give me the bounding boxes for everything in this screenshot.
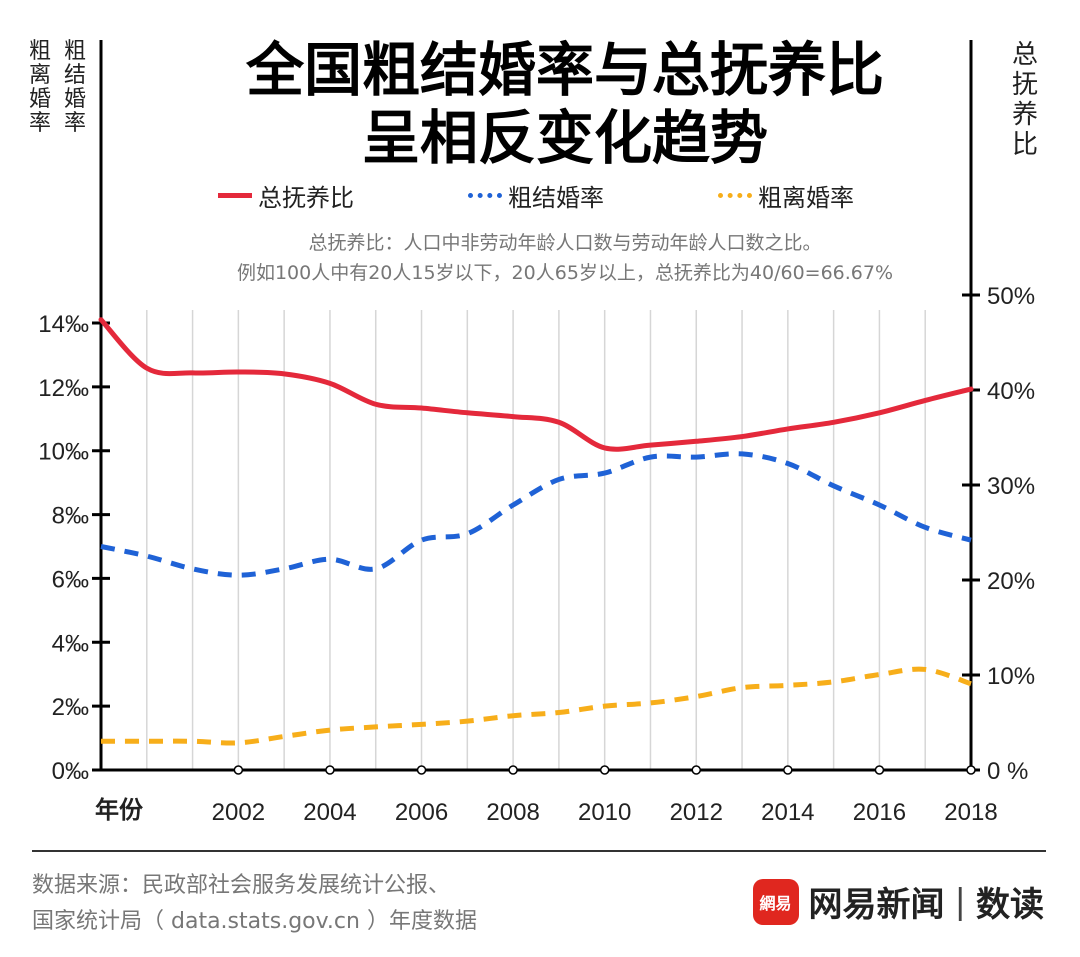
left-tick-label: 0‰: [52, 758, 89, 785]
x-tick-marker: [325, 765, 335, 775]
left-tick-label: 2‰: [52, 694, 89, 721]
series-line-1: [100, 451, 972, 578]
x-tick-label: 2014: [761, 799, 814, 826]
legend-item-marriage: 粗结婚率: [468, 178, 604, 213]
series-line-2: [101, 666, 972, 746]
legend-swatch-dashed: [468, 193, 502, 198]
left-tick-label: 8‰: [52, 503, 89, 530]
x-tick-label: 2006: [395, 799, 448, 826]
left-axis-label-marriage: 粗结婚率: [63, 39, 86, 136]
legend-swatch-solid: [218, 193, 252, 198]
legend-item-dependency: 总抚养比: [218, 178, 354, 213]
left-tick-label: 10‰: [38, 439, 89, 466]
right-tick-label: 40%: [987, 378, 1035, 405]
x-tick-label: 2016: [853, 799, 906, 826]
legend-label: 粗结婚率: [508, 184, 604, 212]
left-tick-label: 4‰: [52, 630, 89, 657]
left-tick-label: 6‰: [52, 566, 89, 593]
x-tick-label: 2018: [944, 799, 997, 826]
data-source: 数据来源：民政部社会服务发展统计公报、 国家统计局（ data.stats.go…: [32, 868, 477, 940]
left-tick-label: 12‰: [38, 375, 89, 402]
x-tick-marker: [874, 765, 885, 775]
right-tick-label: 10%: [987, 663, 1035, 690]
source-line-2: 国家统计局（ data.stats.gov.cn ）年度数据: [32, 909, 477, 934]
left-tick-label: 14‰: [38, 311, 89, 338]
x-tick-marker: [233, 765, 244, 775]
logo-text: 網易: [759, 893, 792, 913]
x-tick-marker: [599, 765, 610, 775]
right-tick-label: 30%: [987, 473, 1035, 500]
x-tick-marker: [783, 765, 793, 775]
right-tick-label: 50%: [987, 283, 1035, 310]
x-tick-label: 2008: [486, 799, 539, 826]
right-tick-label: 0 %: [987, 758, 1028, 785]
legend-item-divorce: 粗离婚率: [718, 178, 854, 213]
x-tick-label: 2012: [670, 799, 723, 826]
x-tick-marker: [966, 765, 976, 775]
note-line-2: 例如100人中有20人15岁以下，20人65岁以上，总抚养比为40/60=66.…: [236, 262, 894, 284]
brand: 網易 网易新闻 | 数读: [752, 877, 1044, 926]
brand-name: 网易新闻: [808, 885, 945, 925]
legend-label: 粗离婚率: [758, 184, 854, 212]
right-axis-label: 总抚养比: [1011, 40, 1038, 160]
chart-title: 全国粗结婚率与总抚养比 呈相反变化趋势: [150, 36, 980, 172]
x-tick-label: 2002: [212, 799, 265, 826]
source-line-1: 数据来源：民政部社会服务发展统计公报、: [32, 873, 451, 898]
x-tick-marker: [691, 765, 702, 775]
brand-divider: |: [954, 881, 966, 922]
x-tick-marker: [508, 765, 518, 775]
legend-label: 总抚养比: [258, 184, 354, 212]
title-line-1: 全国粗结婚率与总抚养比: [245, 36, 884, 104]
legend-swatch-dashed: [718, 193, 752, 198]
x-tick-marker: [416, 765, 427, 775]
x-tick-label: 2010: [578, 799, 631, 826]
x-axis-label: 年份: [95, 796, 144, 824]
netease-logo: 網易: [752, 878, 799, 925]
chart-note: 总抚养比：人口中非劳动年龄人口数与劳动年龄人口数之比。 例如100人中有20人1…: [150, 228, 980, 288]
left-axis-label-divorce: 粗离婚率: [28, 39, 51, 136]
series-line-0: [98, 317, 974, 452]
title-line-2: 呈相反变化趋势: [361, 104, 768, 172]
note-line-1: 总抚养比：人口中非劳动年龄人口数与劳动年龄人口数之比。: [308, 232, 822, 254]
x-tick-label: 2004: [303, 799, 356, 826]
right-tick-label: 20%: [987, 568, 1035, 595]
brand-sub: 数读: [976, 885, 1044, 925]
